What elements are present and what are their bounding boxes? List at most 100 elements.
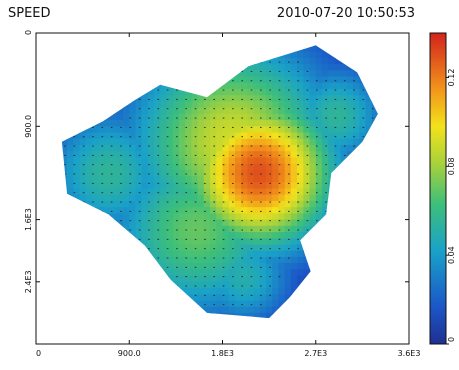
velocity-dot: [297, 192, 299, 194]
heatmap-cell: [241, 238, 248, 246]
heatmap-cell: [178, 275, 186, 283]
heatmap-cell: [178, 101, 186, 109]
heatmap-cell: [365, 107, 373, 115]
heatmap-cell: [116, 207, 124, 214]
heatmap-cell: [172, 132, 180, 140]
velocity-dot: [213, 229, 216, 231]
heatmap-cell: [278, 107, 286, 115]
heatmap-cell: [247, 95, 255, 103]
heatmap-cell: [297, 113, 304, 121]
velocity-dot: [250, 201, 253, 203]
velocity-dot: [315, 80, 318, 82]
heatmap-cell: [272, 82, 280, 90]
velocity-dot: [204, 136, 206, 138]
heatmap-cell: [266, 169, 273, 177]
velocity-dot: [110, 192, 113, 194]
velocity-dot: [194, 192, 197, 194]
velocity-dot: [194, 238, 197, 240]
heatmap-cell: [160, 120, 168, 127]
heatmap-cell: [328, 76, 335, 84]
velocity-dot: [269, 136, 271, 138]
heatmap-cell: [141, 107, 149, 115]
heatmap-cell: [123, 225, 130, 233]
heatmap-cell: [191, 194, 199, 202]
velocity-dot: [194, 173, 197, 175]
velocity-dot: [157, 145, 160, 147]
heatmap-cell: [129, 169, 137, 177]
heatmap-cell: [266, 182, 273, 190]
heatmap-cell: [309, 57, 317, 65]
heatmap-cell: [241, 151, 248, 158]
velocity-dot: [82, 192, 85, 194]
heatmap-cell: [328, 107, 335, 115]
heatmap-cell: [253, 107, 261, 115]
heatmap-cell: [309, 45, 317, 53]
heatmap-cell: [110, 138, 118, 146]
heatmap-cell: [297, 163, 304, 171]
heatmap-cell: [203, 200, 211, 208]
heatmap-cell: [303, 263, 311, 270]
heatmap-cell: [278, 263, 286, 270]
heatmap-cell: [253, 232, 261, 239]
velocity-dot: [232, 182, 234, 184]
heatmap-cell: [290, 194, 298, 202]
heatmap-cell: [284, 244, 292, 252]
heatmap-cell: [160, 113, 168, 121]
heatmap-cell: [315, 207, 323, 214]
heatmap-cell: [197, 120, 205, 127]
heatmap-cell: [172, 120, 180, 127]
heatmap-cell: [309, 126, 317, 134]
heatmap-cell: [266, 107, 273, 115]
heatmap-cell: [259, 120, 267, 127]
heatmap-cell: [272, 238, 280, 246]
heatmap-cell: [346, 144, 354, 152]
heatmap-cell: [346, 70, 354, 78]
velocity-dot: [110, 182, 113, 184]
heatmap-cell: [216, 138, 224, 146]
heatmap-cell: [185, 163, 193, 171]
velocity-dot: [73, 145, 76, 147]
heatmap-cell: [284, 176, 292, 183]
heatmap-cell: [147, 107, 155, 115]
heatmap-cell: [91, 200, 99, 208]
heatmap-cell: [234, 120, 242, 127]
heatmap-cell: [247, 70, 255, 78]
velocity-dot: [138, 164, 141, 166]
velocity-dot: [278, 145, 281, 147]
heatmap-cell: [222, 200, 230, 208]
heatmap-cell: [340, 138, 348, 146]
heatmap-cell: [346, 132, 354, 140]
heatmap-cell: [309, 213, 317, 221]
heatmap-cell: [191, 288, 199, 295]
heatmap-cell: [166, 182, 174, 190]
velocity-dot: [315, 117, 318, 119]
heatmap-cell: [210, 281, 217, 289]
heatmap-cell: [284, 207, 292, 214]
heatmap-cell: [290, 82, 298, 90]
heatmap-cell: [284, 269, 292, 277]
heatmap-cell: [110, 157, 118, 165]
heatmap-cell: [203, 288, 211, 295]
velocity-dot: [138, 229, 141, 231]
heatmap-cell: [297, 120, 304, 127]
heatmap-cell: [141, 144, 149, 152]
heatmap-cell: [303, 188, 311, 196]
heatmap-cell: [359, 126, 367, 134]
heatmap-cell: [67, 182, 74, 190]
velocity-dot: [148, 238, 150, 240]
heatmap-cell: [272, 107, 280, 115]
heatmap-cell: [147, 126, 155, 134]
velocity-dot: [250, 164, 253, 166]
heatmap-cell: [197, 113, 205, 121]
heatmap-cell: [129, 188, 137, 196]
velocity-dot: [101, 136, 104, 138]
heatmap-cell: [210, 163, 217, 171]
heatmap-cell: [85, 176, 93, 183]
heatmap-cell: [228, 132, 236, 140]
velocity-dot: [297, 117, 299, 119]
velocity-dot: [325, 192, 327, 194]
heatmap-cell: [166, 101, 174, 109]
heatmap-cell: [309, 144, 317, 152]
heatmap-cell: [266, 207, 273, 214]
heatmap-cell: [259, 294, 267, 302]
